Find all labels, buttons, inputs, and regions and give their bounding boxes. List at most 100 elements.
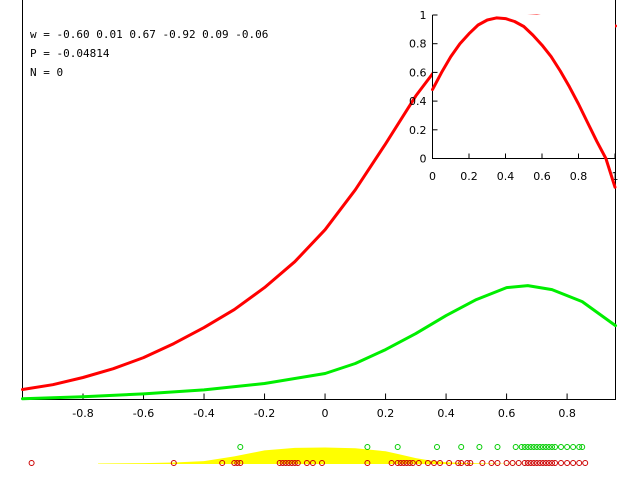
sample-point-red xyxy=(319,460,325,466)
sample-point-red xyxy=(509,460,516,466)
sample-point-red xyxy=(282,460,289,466)
inset-x-tick-label: 0.8 xyxy=(570,170,588,183)
main-x-tick-label: 0.8 xyxy=(558,407,576,420)
sample-point-red xyxy=(576,460,583,466)
sample-point-red xyxy=(431,460,437,466)
density-area xyxy=(98,447,537,464)
sample-point-red xyxy=(479,460,486,466)
sample-point-green xyxy=(542,444,549,450)
sample-point-red xyxy=(467,460,474,466)
sample-point-red xyxy=(406,460,413,466)
sample-point-red xyxy=(564,460,571,466)
sample-point-red xyxy=(552,460,558,466)
inset-y-tick-label: 0.2 xyxy=(409,124,427,137)
inset-x-tick-label: 1 xyxy=(612,170,619,183)
main-x-tick-label: 0.4 xyxy=(437,407,455,420)
main-x-tick-label: 0.6 xyxy=(498,407,516,420)
sample-point-red xyxy=(276,460,283,466)
inset-red-curve xyxy=(431,16,617,189)
sample-point-red xyxy=(533,460,540,466)
sample-point-green xyxy=(533,444,540,450)
sample-point-red xyxy=(503,460,510,466)
sample-point-red xyxy=(294,460,301,466)
sample-point-green xyxy=(237,444,244,450)
sample-point-green xyxy=(476,444,483,450)
sample-point-red xyxy=(446,460,453,466)
sample-point-red xyxy=(570,460,577,466)
sample-point-green xyxy=(394,444,401,450)
main-x-tick-label: -0.2 xyxy=(254,407,275,420)
sample-point-red xyxy=(549,460,555,466)
sample-point-red xyxy=(279,460,286,466)
sample-point-red xyxy=(364,460,371,466)
main-x-tick-label: -0.6 xyxy=(133,407,154,420)
sample-point-green xyxy=(558,444,564,450)
inset-y-tick-label: 0.4 xyxy=(409,95,427,108)
inset-y-tick-label: 0.8 xyxy=(409,38,427,51)
sample-point-red xyxy=(527,460,534,466)
inset-plot: 0 0.2 0.4 0.6 0.8 1 0 0.2 0.4 0.6 0.8 1 xyxy=(409,9,619,189)
inset-series xyxy=(431,16,617,189)
sample-point-red xyxy=(409,460,416,466)
sample-point-red xyxy=(285,460,292,466)
info-panel: w = -0.60 0.01 0.67 -0.92 0.09 -0.06 P =… xyxy=(30,28,268,79)
main-x-tick-label: -0.8 xyxy=(72,407,93,420)
sample-point-red xyxy=(521,460,528,466)
sample-point-red xyxy=(303,460,310,466)
sample-point-red xyxy=(536,460,543,466)
inset-y-tick-label: 0 xyxy=(420,153,427,166)
inset-x-tick-label: 0 xyxy=(429,170,436,183)
sample-point-red xyxy=(458,460,465,466)
main-x-tick-label: 0 xyxy=(322,407,329,420)
sample-point-green xyxy=(549,444,555,450)
sample-point-green xyxy=(552,444,558,450)
sample-point-red xyxy=(388,460,395,466)
p-value-line: P = -0.04814 xyxy=(30,47,110,60)
sample-strip xyxy=(28,444,589,466)
sample-point-red xyxy=(397,460,404,466)
sample-point-green xyxy=(512,444,519,450)
main-x-tick-label: -0.4 xyxy=(193,407,214,420)
sample-point-green xyxy=(364,444,371,450)
sample-point-green xyxy=(576,444,583,450)
main-green-curve xyxy=(21,284,617,401)
sample-point-green xyxy=(545,444,552,450)
sample-point-red xyxy=(582,460,589,466)
n-count-line: N = 0 xyxy=(30,66,63,79)
sample-points xyxy=(28,444,589,466)
sample-point-green xyxy=(570,444,577,450)
sample-point-green xyxy=(527,444,534,450)
sample-point-green xyxy=(518,444,525,450)
sample-point-red xyxy=(415,460,422,466)
sample-point-red xyxy=(400,460,407,466)
sample-point-green xyxy=(579,444,586,450)
sample-point-green xyxy=(564,444,571,450)
sample-point-red xyxy=(394,460,401,466)
sample-point-green xyxy=(539,444,546,450)
sample-point-red xyxy=(488,460,495,466)
sample-point-red xyxy=(288,460,295,466)
sample-point-green xyxy=(530,444,537,450)
sample-point-red xyxy=(237,460,244,466)
sample-point-green xyxy=(521,444,528,450)
main-x-tick-label: 0.2 xyxy=(377,407,395,420)
sample-point-red xyxy=(231,460,238,466)
sample-point-green xyxy=(524,444,531,450)
sample-point-red xyxy=(437,460,443,466)
sample-point-red xyxy=(494,460,501,466)
sample-point-red xyxy=(464,460,471,466)
inset-plot-background xyxy=(432,15,615,158)
sample-point-red xyxy=(542,460,549,466)
sample-point-red xyxy=(219,460,226,466)
sample-point-green xyxy=(494,444,501,450)
inset-axes: 0 0.2 0.4 0.6 0.8 1 0 0.2 0.4 0.6 0.8 1 xyxy=(409,9,619,183)
sample-point-red xyxy=(530,460,537,466)
sample-point-red xyxy=(170,460,177,466)
sample-point-red xyxy=(291,460,298,466)
sample-point-red xyxy=(403,460,410,466)
sample-point-green xyxy=(536,444,543,450)
main-x-axis: -0.8 -0.6 -0.4 -0.2 0 0.2 0.4 0.6 0.8 xyxy=(72,393,576,420)
sample-point-green xyxy=(458,444,465,450)
weights-line: w = -0.60 0.01 0.67 -0.92 0.09 -0.06 xyxy=(30,28,268,41)
sample-point-red xyxy=(455,460,462,466)
